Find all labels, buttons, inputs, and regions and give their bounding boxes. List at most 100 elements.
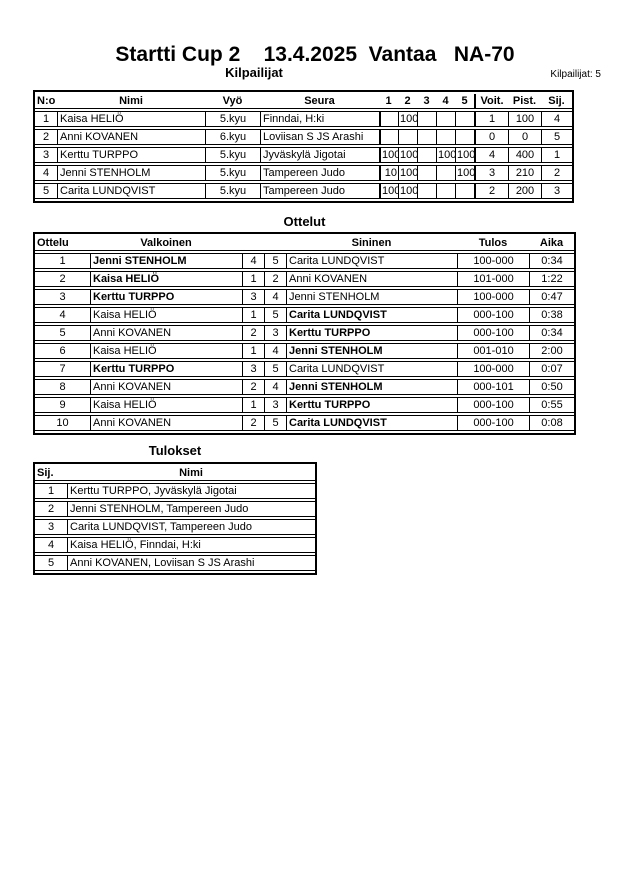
score-cell: 100 xyxy=(398,165,417,181)
header-place: Sij. xyxy=(35,466,67,481)
competitor-place: 3 xyxy=(541,183,572,199)
match-number: 5 xyxy=(35,325,90,341)
competitor-name: Jenni STENHOLM xyxy=(57,165,205,181)
header-blue-number xyxy=(264,236,286,251)
competitor-number: 5 xyxy=(35,183,57,199)
score-cell xyxy=(455,129,474,145)
score-cell xyxy=(436,129,455,145)
competitor-number: 4 xyxy=(35,165,57,181)
matches-table: Ottelu Valkoinen Sininen Tulos Aika 1 Je… xyxy=(33,232,576,435)
result-place: 5 xyxy=(35,555,67,571)
white-competitor-number: 1 xyxy=(242,343,264,359)
white-competitor: Kerttu TURPPO xyxy=(90,361,242,377)
competitor-points: 400 xyxy=(508,147,541,163)
match-number: 4 xyxy=(35,307,90,323)
match-row: 10 Anni KOVANEN 2 5 Carita LUNDQVIST 000… xyxy=(35,415,574,431)
header-result: Tulos xyxy=(457,236,529,251)
white-competitor-number: 3 xyxy=(242,361,264,377)
competitor-points: 100 xyxy=(508,111,541,127)
blue-competitor: Jenni STENHOLM xyxy=(286,343,457,359)
header-round-2: 2 xyxy=(398,94,417,109)
results-section-title: Tulokset xyxy=(148,443,202,458)
blue-competitor-number: 5 xyxy=(264,361,286,377)
blue-competitor-number: 4 xyxy=(264,379,286,395)
match-time: 0:38 xyxy=(529,307,574,323)
score-cell: 100 xyxy=(379,183,398,199)
white-competitor: Kaisa HELIÖ xyxy=(90,271,242,287)
match-row: 1 Jenni STENHOLM 4 5 Carita LUNDQVIST 10… xyxy=(35,253,574,269)
score-cell xyxy=(379,129,398,145)
match-result: 000-100 xyxy=(457,325,529,341)
header-round-1: 1 xyxy=(379,94,398,109)
competitors-header-row: N:o Nimi Vyö Seura 1 2 3 4 5 Voit. Pist.… xyxy=(35,94,572,109)
header-match: Ottelu xyxy=(35,236,90,251)
header-club: Seura xyxy=(260,94,379,109)
competitor-name: Kerttu TURPPO xyxy=(57,147,205,163)
header-white-number xyxy=(242,236,264,251)
match-time: 2:00 xyxy=(529,343,574,359)
matches-section-title: Ottelut xyxy=(283,214,326,229)
blue-competitor: Carita LUNDQVIST xyxy=(286,253,457,269)
match-number: 9 xyxy=(35,397,90,413)
competitor-row: 5 Carita LUNDQVIST 5.kyu Tampereen Judo … xyxy=(35,183,572,199)
competitor-place: 5 xyxy=(541,129,572,145)
match-row: 6 Kaisa HELIÖ 1 4 Jenni STENHOLM 001-010… xyxy=(35,343,574,359)
match-row: 4 Kaisa HELIÖ 1 5 Carita LUNDQVIST 000-1… xyxy=(35,307,574,323)
match-result: 000-100 xyxy=(457,415,529,431)
blue-competitor-number: 5 xyxy=(264,415,286,431)
match-row: 5 Anni KOVANEN 2 3 Kerttu TURPPO 000-100… xyxy=(35,325,574,341)
header-place: Sij. xyxy=(541,94,572,109)
score-cell: 100 xyxy=(455,165,474,181)
white-competitor: Kaisa HELIÖ xyxy=(90,343,242,359)
header-name: Nimi xyxy=(67,466,315,481)
competitor-wins: 1 xyxy=(474,111,508,127)
match-number: 6 xyxy=(35,343,90,359)
match-row: 9 Kaisa HELIÖ 1 3 Kerttu TURPPO 000-100 … xyxy=(35,397,574,413)
match-number: 8 xyxy=(35,379,90,395)
competitor-place: 2 xyxy=(541,165,572,181)
score-cell: 100 xyxy=(379,147,398,163)
match-time: 0:34 xyxy=(529,253,574,269)
white-competitor: Kaisa HELIÖ xyxy=(90,307,242,323)
match-number: 7 xyxy=(35,361,90,377)
match-result: 000-100 xyxy=(457,307,529,323)
header-belt: Vyö xyxy=(205,94,260,109)
blue-competitor-number: 4 xyxy=(264,343,286,359)
white-competitor: Anni KOVANEN xyxy=(90,415,242,431)
score-cell xyxy=(436,183,455,199)
competitors-count-label: Kilpailijat: 5 xyxy=(550,69,601,80)
white-competitor-number: 3 xyxy=(242,289,264,305)
competitor-row: 2 Anni KOVANEN 6.kyu Loviisan S JS Arash… xyxy=(35,129,572,145)
competitor-belt: 5.kyu xyxy=(205,111,260,127)
competitor-name: Kaisa HELIÖ xyxy=(57,111,205,127)
match-time: 0:34 xyxy=(529,325,574,341)
score-cell xyxy=(379,111,398,127)
competitor-club: Loviisan S JS Arashi xyxy=(260,129,379,145)
page-title: Startti Cup 2 13.4.2025 Vantaa NA-70 xyxy=(115,43,515,66)
competitor-belt: 5.kyu xyxy=(205,165,260,181)
score-cell xyxy=(417,147,436,163)
blue-competitor-number: 3 xyxy=(264,397,286,413)
competitor-place: 4 xyxy=(541,111,572,127)
competitor-name: Anni KOVANEN xyxy=(57,129,205,145)
match-number: 10 xyxy=(35,415,90,431)
white-competitor-number: 4 xyxy=(242,253,264,269)
match-row: 2 Kaisa HELIÖ 1 2 Anni KOVANEN 101-000 1… xyxy=(35,271,574,287)
result-place: 3 xyxy=(35,519,67,535)
match-number: 1 xyxy=(35,253,90,269)
result-row: 5 Anni KOVANEN, Loviisan S JS Arashi xyxy=(35,555,315,571)
header-wins: Voit. xyxy=(474,94,508,109)
competitor-row: 3 Kerttu TURPPO 5.kyu Jyväskylä Jigotai … xyxy=(35,147,572,163)
blue-competitor-number: 3 xyxy=(264,325,286,341)
blue-competitor: Anni KOVANEN xyxy=(286,271,457,287)
white-competitor: Anni KOVANEN xyxy=(90,325,242,341)
results-table: Sij. Nimi 1 Kerttu TURPPO, Jyväskylä Jig… xyxy=(33,462,317,575)
competitor-belt: 5.kyu xyxy=(205,147,260,163)
match-time: 0:07 xyxy=(529,361,574,377)
header-no: N:o xyxy=(35,95,57,109)
competitor-row: 1 Kaisa HELIÖ 5.kyu Finndai, H:ki 100 1 … xyxy=(35,111,572,127)
blue-competitor: Carita LUNDQVIST xyxy=(286,415,457,431)
competitor-club: Tampereen Judo xyxy=(260,165,379,181)
score-cell: 100 xyxy=(398,183,417,199)
score-cell xyxy=(417,129,436,145)
